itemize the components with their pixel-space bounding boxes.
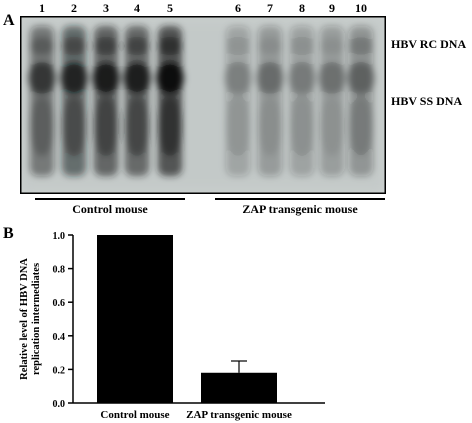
lane-number-4: 4 [134,1,140,15]
panel-b-label: B [3,225,14,242]
lane-number-7: 7 [267,1,273,15]
x-category-label-2: ZAP transgenic mouse [186,409,292,421]
bar-chart: 0.0 0.2 0.4 0.6 0.8 1.0 Relative level of HBV … [19,231,325,421]
y-axis-label-line: Relative level of HBV DNA [19,258,30,380]
y-tick-label: 0.0 [53,399,66,410]
band-label-rc-dna: HBV RC DNA [391,37,467,51]
blot-lane-4 [123,26,151,176]
blot-lane-5 [156,26,184,176]
lane-number-1: 1 [39,1,45,15]
y-tick-label: 0.2 [53,365,66,376]
lane-number-9: 9 [329,1,335,15]
southern-blot-image [20,16,386,194]
x-category-label-1: Control mouse [100,409,169,421]
zap-group-underline [215,198,385,200]
control-group-underline [35,198,185,200]
bar-1 [97,235,173,403]
lane-number-8: 8 [299,1,305,15]
lane-number-5: 5 [167,1,173,15]
blot-lane-9 [318,26,346,176]
blot-lane-10 [347,26,375,176]
zap-group-label: ZAP transgenic mouse [242,202,358,216]
bar-2 [201,372,277,403]
lane-number-10: 10 [355,1,367,15]
blot-lane-7 [256,26,284,176]
blot-lane-6 [224,26,252,176]
y-tick-label: 0.6 [53,298,66,309]
blot-lane-3 [92,26,120,176]
y-tick-label: 0.4 [53,332,66,343]
lane-number-6: 6 [235,1,241,15]
blot-lane-1 [28,26,56,176]
y-axis-label-line: replication intermediates [31,263,42,375]
y-tick-label: 1.0 [53,231,66,242]
control-group-label: Control mouse [72,202,148,216]
lane-number-3: 3 [103,1,109,15]
y-axis-label: Relative level of HBV DNA replication int… [19,258,42,380]
y-tick-label: 0.8 [53,265,66,276]
band-label-ss-dna: HBV SS DNA [391,94,463,108]
blot-border [20,16,386,194]
blot-lane-8 [288,26,316,176]
lane-number-2: 2 [71,1,77,15]
blot-lane-2 [60,26,88,176]
panel-a-label: A [3,12,15,29]
